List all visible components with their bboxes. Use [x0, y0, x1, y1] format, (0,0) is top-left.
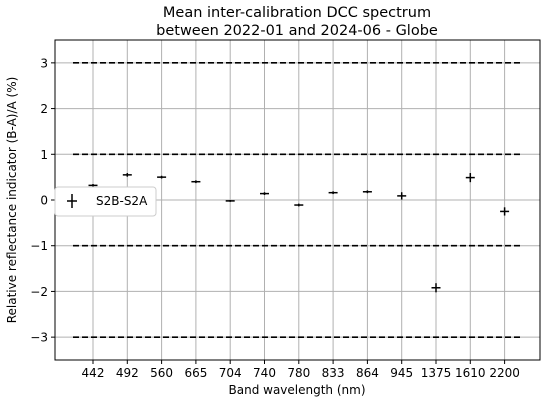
y-tick-label-2: −1 — [30, 239, 48, 253]
data-point-780 — [294, 203, 304, 207]
y-tick-label-6: 3 — [40, 56, 48, 70]
legend-label: S2B-S2A — [96, 194, 148, 208]
data-point-1375 — [431, 283, 441, 293]
x-axis-label: Band wavelength (nm) — [229, 383, 366, 397]
data-point-442 — [88, 184, 98, 187]
data-point-665 — [191, 180, 201, 184]
x-tick-label-780: 780 — [287, 366, 310, 380]
y-tick-label-4: 1 — [40, 148, 48, 162]
x-tick-label-740: 740 — [253, 366, 276, 380]
data-point-864 — [362, 190, 372, 194]
y-axis-label: Relative reflectance indicator (B-A)/A (… — [5, 77, 19, 324]
y-axis-ticks: −3 −2 −1 0 1 2 3 — [30, 56, 55, 345]
data-point-560 — [157, 175, 167, 179]
chart-title-line-1: Mean inter-calibration DCC spectrum — [163, 5, 431, 21]
data-point-833 — [328, 191, 338, 195]
y-tick-label-3: 0 — [40, 194, 48, 208]
x-tick-label-442: 442 — [82, 366, 105, 380]
x-tick-label-864: 864 — [356, 366, 379, 380]
legend-box — [54, 186, 157, 217]
data-point-2200 — [500, 207, 510, 216]
chart-title-line-2: between 2022-01 and 2024-06 - Globe — [156, 23, 438, 39]
x-tick-label-2200: 2200 — [489, 366, 520, 380]
legend: S2B-S2A — [54, 186, 157, 217]
grid — [55, 40, 540, 360]
x-tick-label-945: 945 — [390, 366, 413, 380]
data-point-492 — [122, 173, 132, 177]
data-point-704 — [225, 200, 235, 202]
x-tick-label-665: 665 — [184, 366, 207, 380]
data-points — [88, 173, 510, 293]
x-axis-ticks: 442 492 560 665 704 740 780 833 864 945 1375 1610 22… — [82, 360, 520, 380]
y-tick-label-5: 2 — [40, 102, 48, 116]
x-tick-label-1375: 1375 — [421, 366, 452, 380]
data-point-1610 — [465, 173, 475, 183]
x-tick-label-833: 833 — [322, 366, 345, 380]
data-point-740 — [260, 192, 269, 195]
x-tick-label-1610: 1610 — [455, 366, 486, 380]
x-tick-label-492: 492 — [116, 366, 139, 380]
reference-lines — [73, 62, 522, 338]
y-tick-label-0: −3 — [30, 331, 48, 345]
x-tick-label-560: 560 — [150, 366, 173, 380]
x-tick-label-704: 704 — [219, 366, 242, 380]
y-tick-label-1: −2 — [30, 285, 48, 299]
data-point-945 — [397, 192, 407, 200]
